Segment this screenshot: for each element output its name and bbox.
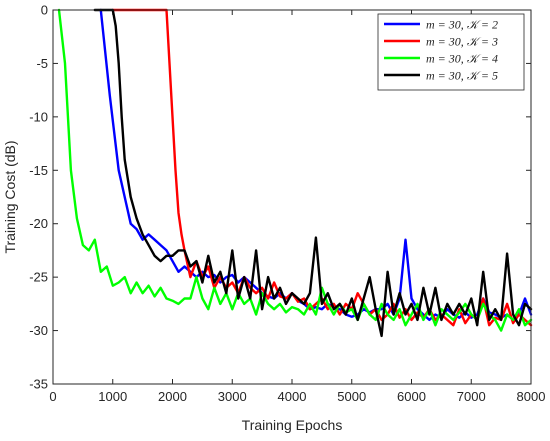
y-tick-label: -15 — [29, 163, 48, 178]
x-axis-title: Training Epochs — [242, 417, 343, 433]
x-tick-label: 6000 — [397, 389, 426, 404]
legend-label-3: m = 30, 𝒦 = 4 — [426, 52, 498, 66]
x-tick-label: 4000 — [278, 389, 307, 404]
legend: m = 30, 𝒦 = 2 m = 30, 𝒦 = 3 m = 30, 𝒦 = 4 m… — [377, 13, 525, 91]
series-line-3 — [57, 8, 533, 332]
plot-frame — [52, 9, 532, 385]
series-line-1 — [99, 8, 533, 322]
y-axis-title: Training Cost (dB) — [2, 140, 18, 253]
legend-label-1: m = 30, 𝒦 = 2 — [426, 18, 498, 32]
y-tick-label: -35 — [29, 377, 48, 392]
y-tick-label: -25 — [29, 270, 48, 285]
y-tick-label: 0 — [41, 3, 48, 18]
legend-label-4: m = 30, 𝒦 = 5 — [426, 69, 498, 83]
tick-layer: 0 1000 2000 3000 4000 5000 6000 7000 8000 0 -5 -10 -… — [29, 3, 545, 405]
series-line-4 — [93, 8, 533, 338]
x-tick-label: 7000 — [457, 389, 486, 404]
x-tick-label: 1000 — [98, 389, 127, 404]
y-tick-label: -5 — [36, 56, 48, 71]
y-tick-label: -10 — [29, 109, 48, 124]
legend-box — [377, 13, 525, 91]
x-tick-label: 3000 — [218, 389, 247, 404]
x-tick-label: 2000 — [158, 389, 187, 404]
x-tick-label: 8000 — [517, 389, 546, 404]
series-layer — [57, 8, 533, 338]
x-tick-label: 0 — [49, 389, 56, 404]
series-line-2 — [111, 8, 533, 327]
y-tick-label: -20 — [29, 216, 48, 231]
x-tick-label: 5000 — [337, 389, 366, 404]
legend-label-2: m = 30, 𝒦 = 3 — [426, 35, 498, 49]
y-tick-label: -30 — [29, 323, 48, 338]
